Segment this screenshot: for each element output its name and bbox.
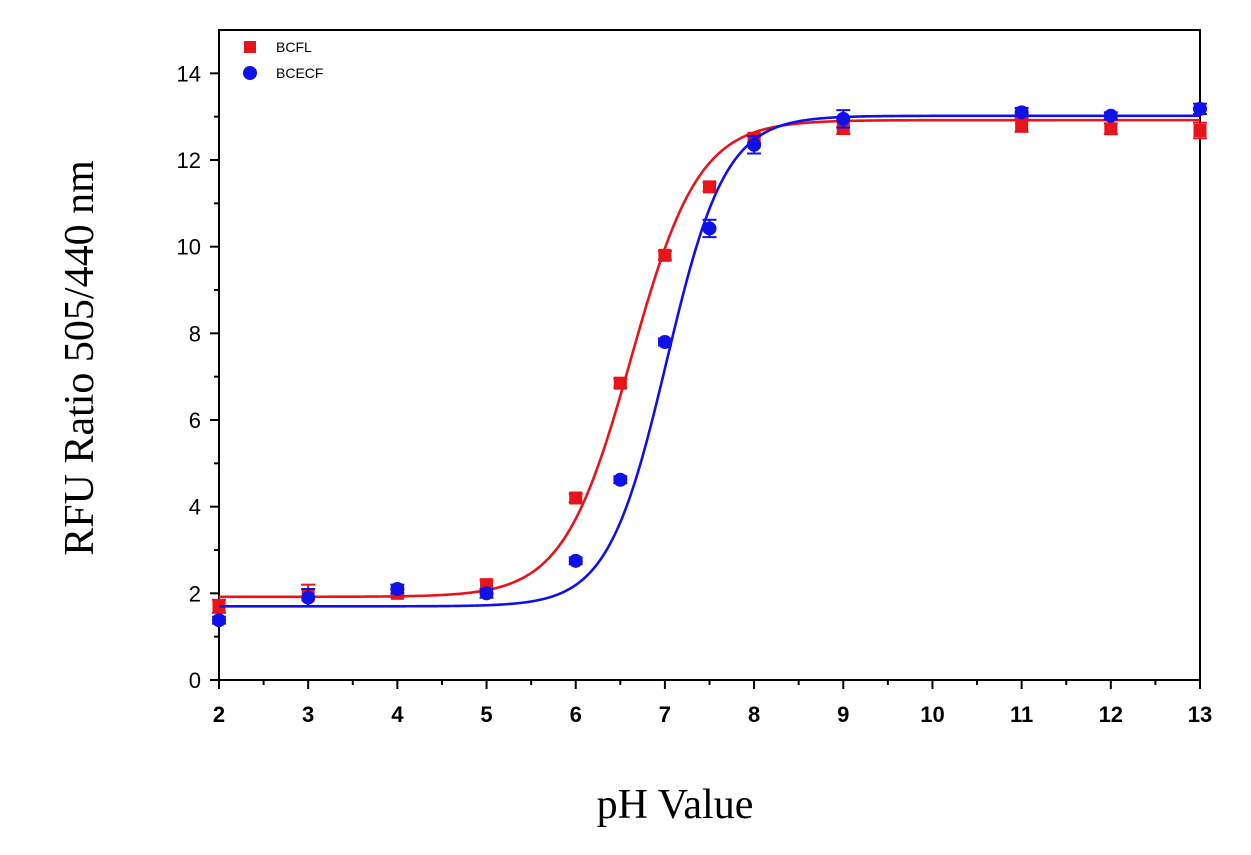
x-tick-label: 10	[920, 702, 944, 727]
x-tick-label: 8	[748, 702, 760, 727]
data-point	[657, 335, 672, 349]
y-tick-label: 12	[177, 148, 201, 173]
data-point	[568, 553, 583, 568]
data-point	[836, 111, 851, 126]
series-BCFL	[212, 117, 1207, 614]
legend: BCFL BCECF	[243, 39, 323, 81]
x-tick-label: 13	[1188, 702, 1212, 727]
legend-marker	[244, 41, 256, 53]
y-tick-label: 10	[177, 235, 201, 260]
fit-curve	[219, 114, 1200, 608]
y-tick-label: 6	[189, 408, 201, 433]
data-point	[1103, 108, 1118, 123]
legend-marker	[243, 66, 257, 80]
data-point	[1015, 118, 1029, 132]
fit-curve	[219, 118, 1200, 599]
y-tick-label: 4	[189, 495, 201, 520]
y-tick-label: 14	[177, 61, 201, 86]
data-point	[1104, 122, 1118, 136]
data-point	[747, 137, 762, 152]
data-point	[613, 376, 627, 390]
series-group	[212, 101, 1207, 628]
series-BCECF	[212, 101, 1207, 628]
x-tick-label: 3	[302, 702, 314, 727]
data-point	[702, 221, 717, 236]
x-tick-label: 12	[1099, 702, 1123, 727]
x-tick-label: 9	[837, 702, 849, 727]
data-point	[1193, 124, 1207, 138]
data-point	[569, 491, 583, 505]
y-axis-title: RFU Ratio 505/440 nm	[57, 160, 103, 556]
x-tick-label: 4	[391, 702, 404, 727]
legend-label: BCFL	[276, 39, 312, 55]
data-point	[1193, 101, 1207, 116]
plot-area	[218, 29, 1201, 681]
data-point	[479, 586, 494, 601]
y-tick-label: 0	[189, 668, 201, 693]
x-tick-label: 11	[1010, 702, 1033, 727]
y-tick-label: 2	[189, 581, 201, 606]
data-point	[301, 590, 316, 605]
data-point	[658, 248, 672, 262]
x-tick-label: 6	[570, 702, 582, 727]
legend-label: BCECF	[276, 65, 323, 81]
data-point	[1014, 105, 1029, 120]
data-point	[703, 180, 716, 194]
x-tick-label: 7	[659, 702, 671, 727]
plot-frame	[218, 29, 1201, 681]
x-axis-title: pH Value	[597, 782, 754, 828]
y-tick-label: 8	[189, 321, 201, 346]
x-tick-label: 5	[480, 702, 492, 727]
data-point	[390, 582, 405, 596]
data-point	[613, 472, 628, 487]
data-point	[212, 613, 226, 628]
x-tick-label: 2	[213, 702, 225, 727]
